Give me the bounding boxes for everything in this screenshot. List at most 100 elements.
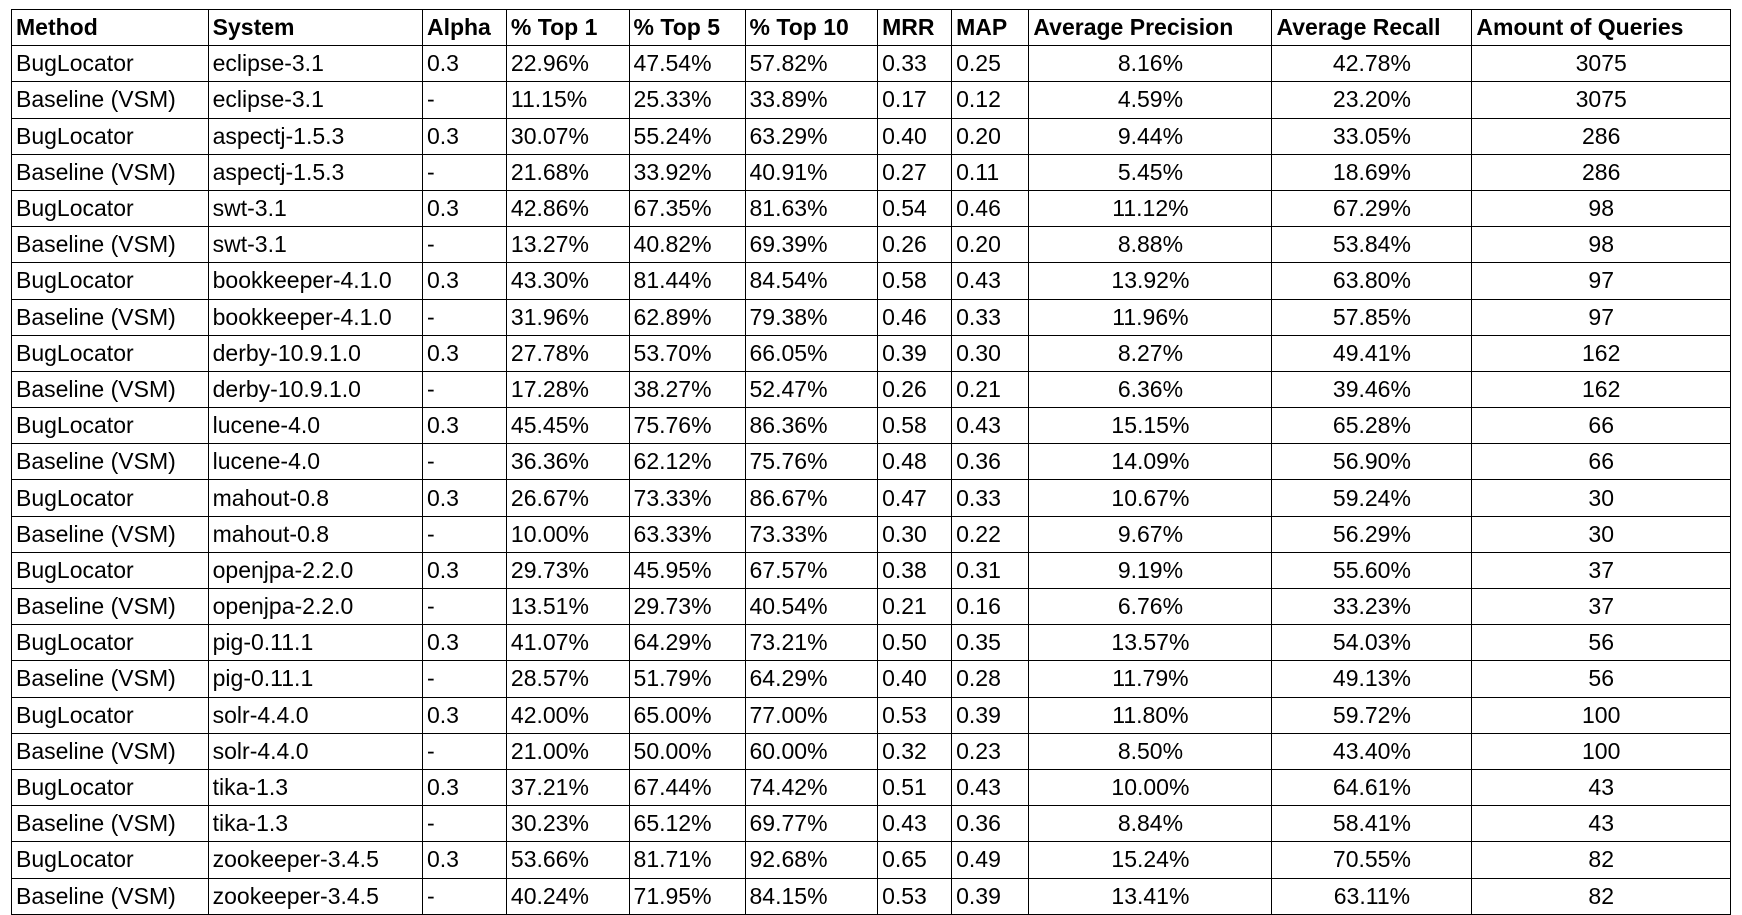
- cell-mrr: 0.40: [877, 117, 953, 155]
- cell-average-recall: 49.13%: [1271, 660, 1473, 698]
- cell-map: 0.43: [951, 262, 1030, 300]
- cell-top1: 53.66%: [505, 841, 630, 879]
- cell-average-recall: 55.60%: [1271, 551, 1473, 590]
- cell-average-precision: 9.19%: [1028, 551, 1273, 590]
- cell-average-recall: 59.72%: [1271, 696, 1473, 734]
- cell-mrr: 0.32: [877, 732, 953, 770]
- cell-average-precision: 15.24%: [1028, 841, 1273, 879]
- cell-top10: 92.68%: [744, 841, 879, 879]
- cell-method: BugLocator: [11, 189, 209, 228]
- cell-top5: 40.82%: [628, 226, 746, 264]
- cell-map: 0.33: [951, 479, 1030, 517]
- cell-amount-of-queries: 82: [1471, 841, 1731, 879]
- header-row: Method System Alpha % Top 1 % Top 5 % To…: [11, 8, 1731, 47]
- cell-top1: 27.78%: [505, 334, 630, 372]
- cell-system: derby-10.9.1.0: [207, 370, 423, 409]
- table-row: BugLocator pig-0.11.1 0.3 41.07% 64.29% 73.21…: [11, 624, 1731, 662]
- cell-method: Baseline (VSM): [11, 660, 209, 698]
- cell-mrr: 0.47: [877, 479, 953, 517]
- cell-method: BugLocator: [11, 407, 209, 445]
- table-row: BugLocator tika-1.3 0.3 37.21% 67.44% 74.42% 0…: [11, 768, 1731, 807]
- cell-top10: 86.67%: [744, 479, 879, 517]
- cell-amount-of-queries: 3075: [1471, 45, 1731, 83]
- cell-top5: 63.33%: [628, 515, 746, 553]
- cell-top5: 67.35%: [628, 189, 746, 228]
- cell-system: swt-3.1: [207, 189, 423, 228]
- cell-mrr: 0.46: [877, 298, 953, 336]
- cell-top5: 65.00%: [628, 696, 746, 734]
- cell-top5: 53.70%: [628, 334, 746, 372]
- cell-amount-of-queries: 43: [1471, 805, 1731, 843]
- cell-mrr: 0.26: [877, 370, 953, 409]
- cell-map: 0.39: [951, 877, 1030, 915]
- cell-amount-of-queries: 100: [1471, 732, 1731, 770]
- cell-alpha: -: [421, 877, 507, 915]
- cell-system: aspectj-1.5.3: [207, 117, 423, 155]
- cell-top5: 25.33%: [628, 81, 746, 119]
- cell-amount-of-queries: 66: [1471, 443, 1731, 481]
- cell-amount-of-queries: 56: [1471, 624, 1731, 662]
- cell-top1: 36.36%: [505, 443, 630, 481]
- cell-mrr: 0.65: [877, 841, 953, 879]
- table-row: Baseline (VSM) openjpa-2.2.0-13.51% 29.73%…: [11, 587, 1731, 626]
- cell-amount-of-queries: 30: [1471, 479, 1731, 517]
- cell-method: BugLocator: [11, 262, 209, 300]
- cell-alpha: 0.3: [421, 624, 507, 662]
- table-row: BugLocator derby-10.9.1.0 0.3 27.78% 53.70% 6…: [11, 334, 1731, 372]
- table-row: Baseline (VSM) lucene-4.0-36.36% 62.12% 75.…: [11, 443, 1731, 481]
- cell-average-recall: 64.61%: [1271, 768, 1473, 807]
- cell-map: 0.43: [951, 768, 1030, 807]
- table-row: Baseline (VSM) zookeeper-3.4.5-40.24% 71.9…: [11, 877, 1731, 915]
- cell-alpha: -: [421, 153, 507, 191]
- cell-method: BugLocator: [11, 551, 209, 590]
- cell-top5: 64.29%: [628, 624, 746, 662]
- cell-map: 0.25: [951, 45, 1030, 83]
- cell-top1: 31.96%: [505, 298, 630, 336]
- cell-amount-of-queries: 43: [1471, 768, 1731, 807]
- cell-average-precision: 8.84%: [1028, 805, 1273, 843]
- cell-average-precision: 11.12%: [1028, 189, 1273, 228]
- cell-map: 0.22: [951, 515, 1030, 553]
- cell-method: BugLocator: [11, 45, 209, 83]
- cell-average-recall: 56.29%: [1271, 515, 1473, 553]
- cell-average-precision: 8.16%: [1028, 45, 1273, 83]
- cell-top5: 29.73%: [628, 587, 746, 626]
- cell-alpha: 0.3: [421, 768, 507, 807]
- cell-map: 0.12: [951, 81, 1030, 119]
- table-row: Baseline (VSM) solr-4.4.0-21.00% 50.00% 60.…: [11, 732, 1731, 770]
- cell-average-recall: 54.03%: [1271, 624, 1473, 662]
- cell-average-recall: 65.28%: [1271, 407, 1473, 445]
- cell-average-precision: 13.92%: [1028, 262, 1273, 300]
- cell-method: Baseline (VSM): [11, 515, 209, 553]
- cell-average-recall: 42.78%: [1271, 45, 1473, 83]
- table-row: Baseline (VSM) swt-3.1-13.27% 40.82% 69.39%…: [11, 226, 1731, 264]
- cell-average-recall: 33.23%: [1271, 587, 1473, 626]
- cell-mrr: 0.39: [877, 334, 953, 372]
- cell-alpha: 0.3: [421, 189, 507, 228]
- column-header-top1: % Top 1: [505, 8, 630, 47]
- cell-top10: 60.00%: [744, 732, 879, 770]
- cell-system: derby-10.9.1.0: [207, 334, 423, 372]
- cell-average-precision: 15.15%: [1028, 407, 1273, 445]
- cell-alpha: -: [421, 370, 507, 409]
- cell-mrr: 0.53: [877, 877, 953, 915]
- cell-map: 0.21: [951, 370, 1030, 409]
- cell-top1: 11.15%: [505, 81, 630, 119]
- cell-map: 0.31: [951, 551, 1030, 590]
- cell-mrr: 0.38: [877, 551, 953, 590]
- cell-system: pig-0.11.1: [207, 624, 423, 662]
- cell-system: mahout-0.8: [207, 515, 423, 553]
- cell-top5: 45.95%: [628, 551, 746, 590]
- cell-system: bookkeeper-4.1.0: [207, 262, 423, 300]
- cell-top10: 75.76%: [744, 443, 879, 481]
- cell-system: lucene-4.0: [207, 443, 423, 481]
- table-row: BugLocator swt-3.1 0.3 42.86% 67.35% 81.63% 0.…: [11, 189, 1731, 228]
- cell-map: 0.43: [951, 407, 1030, 445]
- cell-top10: 67.57%: [744, 551, 879, 590]
- cell-map: 0.16: [951, 587, 1030, 626]
- cell-average-precision: 10.00%: [1028, 768, 1273, 807]
- cell-top10: 74.42%: [744, 768, 879, 807]
- cell-alpha: -: [421, 732, 507, 770]
- table-row: BugLocator lucene-4.0 0.3 45.45% 75.76% 86.36…: [11, 407, 1731, 445]
- cell-system: openjpa-2.2.0: [207, 587, 423, 626]
